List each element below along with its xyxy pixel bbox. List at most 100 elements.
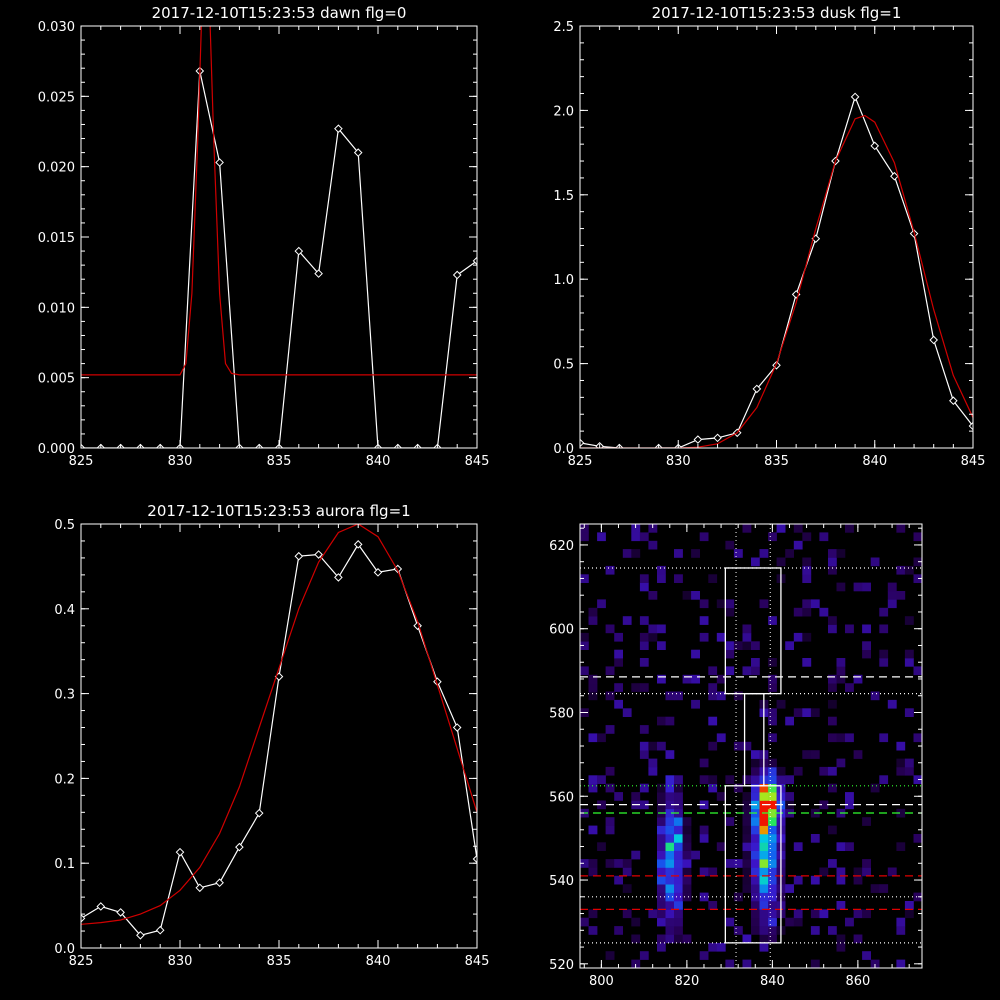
heat-cell (751, 867, 760, 877)
heat-cell (622, 616, 632, 625)
heat-cell (665, 691, 675, 701)
heat-cell (580, 524, 589, 533)
heat-cell (639, 951, 649, 960)
heat-cell (674, 574, 683, 583)
heat-cell (631, 549, 641, 558)
heat-cell (870, 959, 880, 968)
heat-cell (810, 909, 820, 919)
x-tick-label: 830 (168, 454, 193, 469)
heat-cell (580, 574, 589, 583)
heat-cell (845, 624, 854, 634)
heat-cell (657, 716, 666, 726)
heat-cell (768, 909, 777, 919)
heat-cell (845, 917, 854, 927)
heat-cell (674, 775, 683, 784)
data-point (195, 883, 205, 893)
heat-cell (699, 951, 709, 960)
heat-cell (742, 624, 752, 634)
heat-cell (751, 758, 760, 768)
y-tick-label: 560 (549, 790, 574, 805)
y-tick-label: 0.5 (54, 518, 75, 533)
x-tick-label: 825 (69, 954, 94, 969)
heat-cell (759, 867, 769, 877)
data-point (294, 551, 304, 561)
heat-cell (836, 549, 846, 558)
heat-cell (879, 733, 889, 743)
data-point (294, 246, 304, 256)
heat-cell (879, 607, 889, 617)
heat-cell (810, 599, 820, 609)
y-tick-label: 1.0 (553, 273, 574, 288)
heat-cell (862, 859, 871, 868)
heat-cell (588, 683, 598, 692)
heat-cell (742, 666, 752, 676)
heat-cell (716, 632, 726, 642)
heat-cell (674, 917, 683, 927)
heat-cell (639, 683, 649, 692)
heat-cell (853, 875, 863, 885)
heat-cell (605, 691, 615, 701)
heat-cell (742, 632, 752, 642)
heat-cell (802, 574, 812, 583)
data-point (580, 438, 585, 448)
heat-cell (665, 775, 675, 784)
y-tick-label: 0.3 (54, 688, 75, 703)
heat-cell (639, 632, 649, 642)
heat-cell (819, 532, 829, 542)
heat-cell (742, 825, 752, 835)
heat-cell (716, 674, 726, 684)
heat-cell (708, 716, 718, 726)
heat-cell (819, 607, 829, 617)
heat-cell (904, 658, 914, 667)
heat-cell (768, 917, 777, 927)
heat-cell (674, 909, 683, 919)
x-tick-label: 845 (465, 454, 490, 469)
heat-cell (759, 817, 769, 826)
y-tick-label: 1.5 (553, 189, 574, 204)
heat-cell (853, 909, 863, 919)
heat-cell (588, 674, 598, 684)
heat-cell (913, 834, 922, 843)
heat-cell (759, 842, 769, 851)
plot-area (580, 524, 922, 968)
fit-curve (81, 26, 477, 376)
y-tick-label: 2.5 (553, 20, 574, 35)
heat-cell (674, 825, 683, 835)
heat-cell (785, 917, 794, 927)
heat-cell (870, 691, 880, 701)
heat-cell (896, 926, 906, 935)
heat-cell (639, 582, 649, 592)
data-point (314, 269, 323, 278)
y-tick-label: 0.2 (54, 772, 75, 787)
heat-cell (870, 783, 880, 793)
heat-cell (828, 624, 837, 634)
heat-cell (751, 557, 760, 567)
heat-cell (904, 708, 914, 717)
heat-cell (631, 917, 641, 927)
heat-cell (751, 859, 760, 868)
heat-cell (657, 817, 666, 826)
heat-cell (622, 549, 632, 558)
heat-cell (605, 825, 615, 835)
heat-cell (759, 934, 769, 944)
heat-cell (648, 758, 658, 768)
heat-cell (862, 624, 871, 634)
data-point (929, 335, 939, 345)
heat-cell (768, 859, 777, 868)
heat-cell (870, 557, 880, 567)
heat-cell (622, 884, 632, 893)
heat-cell (853, 934, 863, 944)
heat-cell (836, 901, 846, 910)
heat-cell (674, 901, 683, 910)
data-point (373, 568, 383, 577)
heat-cell (699, 867, 709, 877)
heat-cell (785, 775, 794, 784)
heat-cell (887, 599, 897, 609)
heat-cell (896, 565, 906, 575)
data-point (215, 878, 224, 888)
x-tick-label: 825 (69, 454, 94, 469)
plot-frame (80, 523, 478, 949)
plot-area (81, 524, 477, 940)
heat-cell (768, 842, 777, 851)
heat-cell (716, 842, 726, 851)
